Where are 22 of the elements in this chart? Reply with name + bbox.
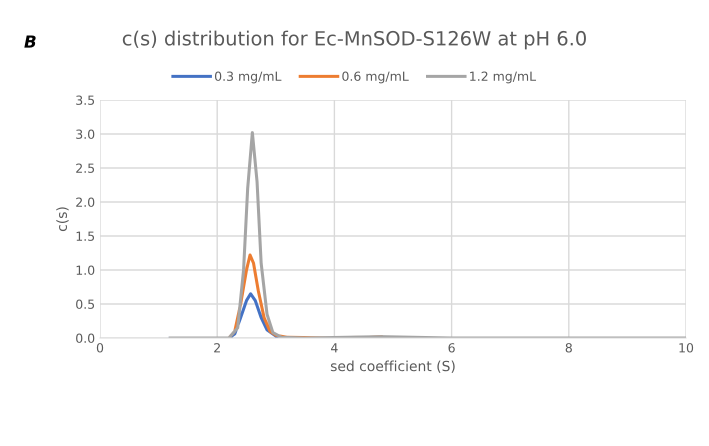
x-tick-label: 10 bbox=[679, 343, 694, 353]
legend-label: 1.2 mg/mL bbox=[470, 71, 536, 84]
y-tick-label: 1.0 bbox=[76, 265, 94, 275]
legend-label: 0.6 mg/mL bbox=[342, 71, 409, 84]
y-tick-label: 0.0 bbox=[76, 333, 94, 343]
y-tick-label: 2.0 bbox=[76, 197, 94, 207]
legend-label: 0.3 mg/mL bbox=[214, 71, 282, 84]
y-axis-title: c(s) bbox=[56, 207, 69, 232]
x-tick-label: 4 bbox=[331, 343, 338, 352]
x-tick-label: 8 bbox=[566, 343, 572, 353]
y-tick-label: 1.5 bbox=[76, 232, 94, 241]
x-tick-label: 0 bbox=[96, 343, 104, 353]
line-series bbox=[168, 131, 686, 338]
text: B bbox=[24, 35, 36, 48]
y-tick-label: 0.5 bbox=[76, 299, 94, 309]
x-axis-title: sed coefficient (S) bbox=[330, 360, 455, 373]
y-tick-label: 3.5 bbox=[76, 95, 94, 105]
chart-title: c(s) distribution for Ec-MnSOD-S126W at pH 6.0 bbox=[122, 30, 586, 50]
y-tick-label: 3.0 bbox=[76, 129, 94, 139]
x-tick-label: 2 bbox=[214, 343, 220, 352]
x-tick-label: 6 bbox=[448, 343, 455, 353]
y-tick-label: 2.5 bbox=[76, 163, 94, 173]
